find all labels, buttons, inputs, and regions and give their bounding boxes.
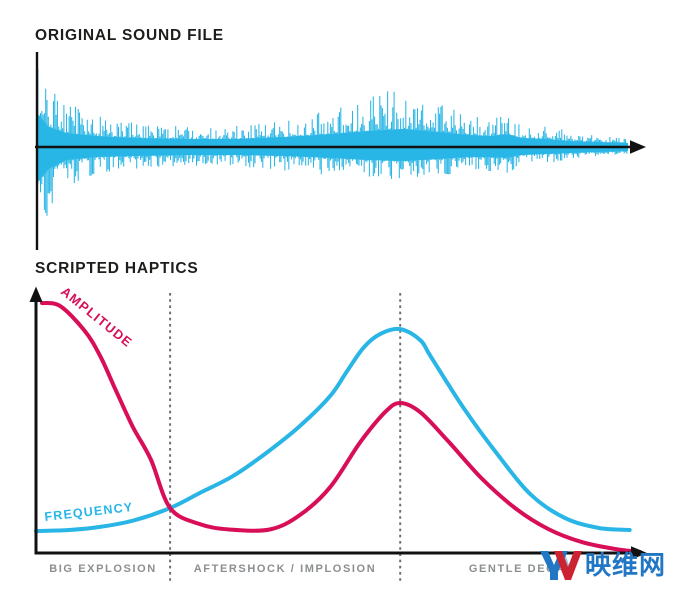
haptics-plot: AMPLITUDE FREQUENCY [30,284,648,584]
original-sound-title: ORIGINAL SOUND FILE [35,27,224,45]
frequency-label: FREQUENCY [44,500,134,524]
infographic-canvas: AMPLITUDE FREQUENCY [0,0,674,600]
x-label-aftershock-implosion: AFTERSHOCK / IMPLOSION [194,563,376,575]
yv-logo-icon [538,547,582,583]
watermark: 映维网 [538,547,666,583]
waveform-axis-arrow-icon [630,140,646,154]
x-label-big-explosion: BIG EXPLOSION [49,563,157,575]
haptics-y-axis-arrow-icon [30,287,43,303]
scripted-haptics-title: SCRIPTED HAPTICS [35,260,199,278]
waveform-plot [35,52,646,250]
watermark-text: 映维网 [585,552,666,578]
amplitude-label: AMPLITUDE [58,284,135,351]
